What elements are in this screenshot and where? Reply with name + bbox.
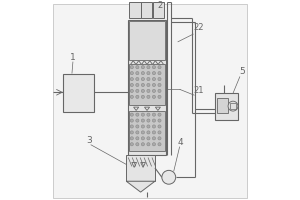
Circle shape — [152, 125, 155, 128]
Text: 5: 5 — [239, 67, 245, 76]
Polygon shape — [126, 181, 155, 192]
Circle shape — [130, 83, 134, 87]
Circle shape — [147, 66, 150, 69]
Bar — [230, 103, 236, 109]
Bar — [217, 98, 228, 113]
Circle shape — [152, 83, 155, 87]
Circle shape — [152, 77, 155, 81]
Circle shape — [130, 131, 134, 134]
Circle shape — [141, 89, 145, 92]
Circle shape — [158, 113, 161, 116]
Bar — [63, 74, 94, 112]
Circle shape — [152, 131, 155, 134]
Circle shape — [141, 113, 145, 116]
Circle shape — [130, 143, 134, 146]
Circle shape — [158, 95, 161, 98]
Circle shape — [147, 143, 150, 146]
Circle shape — [162, 170, 176, 184]
Circle shape — [141, 119, 145, 122]
Bar — [129, 21, 165, 60]
Bar — [129, 111, 165, 151]
Circle shape — [158, 131, 161, 134]
Circle shape — [152, 72, 155, 75]
Text: 2: 2 — [157, 1, 162, 10]
Bar — [153, 2, 164, 18]
Circle shape — [147, 77, 150, 81]
Circle shape — [136, 89, 139, 92]
Circle shape — [130, 119, 134, 122]
Circle shape — [141, 125, 145, 128]
Circle shape — [136, 125, 139, 128]
Circle shape — [152, 119, 155, 122]
Circle shape — [130, 113, 134, 116]
Circle shape — [141, 66, 145, 69]
Circle shape — [158, 72, 161, 75]
Text: 21: 21 — [194, 86, 204, 95]
Circle shape — [136, 72, 139, 75]
Circle shape — [136, 137, 139, 140]
Circle shape — [228, 101, 238, 111]
Circle shape — [136, 66, 139, 69]
Bar — [126, 155, 155, 181]
Circle shape — [147, 125, 150, 128]
Bar — [129, 2, 140, 18]
Text: 22: 22 — [194, 23, 204, 32]
Circle shape — [158, 83, 161, 87]
Circle shape — [158, 119, 161, 122]
Bar — [141, 2, 152, 18]
Circle shape — [130, 125, 134, 128]
Circle shape — [147, 119, 150, 122]
Circle shape — [147, 89, 150, 92]
Circle shape — [158, 66, 161, 69]
Circle shape — [152, 66, 155, 69]
Text: 3: 3 — [86, 136, 92, 145]
Circle shape — [130, 72, 134, 75]
Circle shape — [158, 137, 161, 140]
Circle shape — [147, 95, 150, 98]
Circle shape — [130, 89, 134, 92]
Circle shape — [158, 143, 161, 146]
Circle shape — [152, 137, 155, 140]
Circle shape — [158, 77, 161, 81]
Circle shape — [147, 113, 150, 116]
Circle shape — [147, 72, 150, 75]
Circle shape — [136, 143, 139, 146]
Bar — [215, 93, 238, 120]
Circle shape — [130, 77, 134, 81]
Circle shape — [152, 143, 155, 146]
Circle shape — [152, 113, 155, 116]
Text: 1: 1 — [70, 53, 76, 62]
Bar — [129, 64, 165, 105]
Circle shape — [141, 95, 145, 98]
Circle shape — [136, 113, 139, 116]
Circle shape — [152, 95, 155, 98]
Circle shape — [141, 131, 145, 134]
Circle shape — [152, 89, 155, 92]
Circle shape — [141, 83, 145, 87]
Circle shape — [141, 137, 145, 140]
Circle shape — [147, 137, 150, 140]
Circle shape — [141, 143, 145, 146]
Circle shape — [141, 77, 145, 81]
Text: 4: 4 — [178, 138, 183, 147]
Bar — [128, 20, 166, 155]
Circle shape — [147, 83, 150, 87]
Circle shape — [136, 119, 139, 122]
Circle shape — [136, 83, 139, 87]
Circle shape — [147, 131, 150, 134]
Circle shape — [141, 72, 145, 75]
Circle shape — [130, 137, 134, 140]
Circle shape — [136, 95, 139, 98]
Circle shape — [158, 89, 161, 92]
Circle shape — [130, 95, 134, 98]
Circle shape — [158, 125, 161, 128]
Circle shape — [136, 131, 139, 134]
Circle shape — [136, 77, 139, 81]
Circle shape — [130, 66, 134, 69]
